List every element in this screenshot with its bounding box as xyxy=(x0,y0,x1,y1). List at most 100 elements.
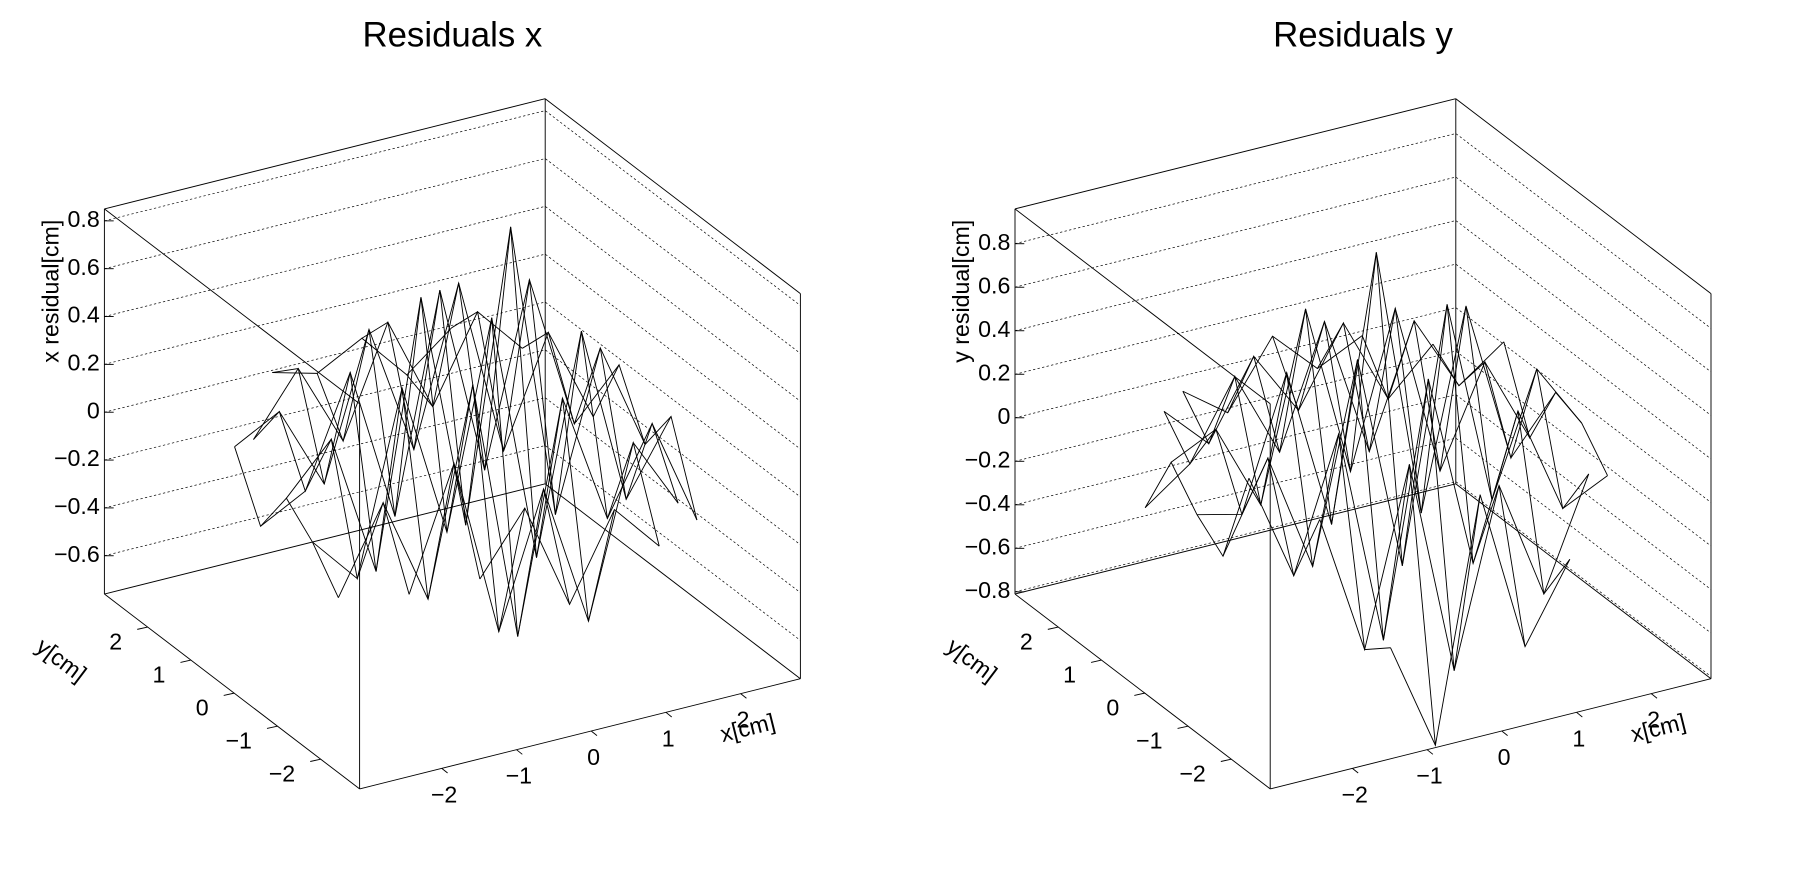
surface-column xyxy=(592,363,698,521)
z-tick-label: −0.2 xyxy=(965,446,1011,472)
z-tick-label: 0.2 xyxy=(68,350,100,376)
z-tick-label: 0.4 xyxy=(68,302,100,328)
z-tick-label: 0 xyxy=(87,397,100,423)
surface-row xyxy=(1248,378,1608,641)
surface-column xyxy=(1361,305,1571,596)
surface-row xyxy=(337,384,698,637)
y-tick-label: 2 xyxy=(109,628,122,654)
box-edge xyxy=(359,678,801,790)
chart-title: Residuals x xyxy=(362,15,542,54)
z-tick-label: 0.8 xyxy=(978,229,1010,255)
grid-line xyxy=(104,349,801,545)
y-tick-label: 2 xyxy=(1020,628,1033,654)
y-tick-label: 1 xyxy=(152,661,165,687)
x-tick xyxy=(740,693,747,699)
x-tick xyxy=(1426,749,1434,755)
x-tick-label: −2 xyxy=(431,781,457,807)
y-tick-label: 0 xyxy=(1106,694,1119,720)
x-tick-label: 0 xyxy=(587,744,600,770)
x-tick xyxy=(1650,693,1658,699)
x-tick xyxy=(590,730,598,737)
x-tick xyxy=(1501,730,1508,737)
y-tick xyxy=(266,725,278,729)
grid-line xyxy=(1014,220,1712,416)
x-tick-label: −2 xyxy=(1341,781,1367,807)
surface-column xyxy=(316,297,526,632)
z-tick-label: −0.8 xyxy=(965,577,1011,603)
surface-row xyxy=(408,441,679,634)
grid-line xyxy=(1014,263,1712,460)
box-edge xyxy=(1014,593,1271,790)
grid-line xyxy=(104,205,801,402)
z-tick-label: 0 xyxy=(997,403,1010,429)
box-edge xyxy=(104,98,546,210)
grid-line xyxy=(104,253,801,450)
x-tick-label: 0 xyxy=(1498,744,1511,770)
x-tick xyxy=(516,749,523,755)
y-tick-label: −2 xyxy=(269,761,295,787)
surface-column xyxy=(1182,372,1391,651)
z-tick-label: 0.8 xyxy=(68,206,100,232)
box-edge xyxy=(104,593,360,790)
z-tick-label: −0.6 xyxy=(965,533,1011,559)
surface-row xyxy=(479,507,660,606)
x-tick xyxy=(1576,711,1583,718)
surface-column xyxy=(1432,343,1590,510)
surface-column xyxy=(1227,308,1436,746)
x-tick-label: 1 xyxy=(1572,725,1585,751)
y-tick xyxy=(1220,758,1232,762)
surface-column xyxy=(1272,252,1481,671)
x-tick xyxy=(665,711,673,718)
surface-column xyxy=(522,331,679,504)
surface-column xyxy=(1317,304,1526,647)
box-edge xyxy=(1014,98,1456,210)
z-tick-label: 0.4 xyxy=(978,316,1010,342)
x-tick xyxy=(441,767,448,774)
x-tick-label: 1 xyxy=(662,725,675,751)
y-tick xyxy=(1177,725,1189,729)
grid-line xyxy=(1014,350,1712,547)
box-edge xyxy=(1014,483,1456,595)
y-tick xyxy=(180,659,192,663)
box-edge xyxy=(1014,208,1271,405)
surface-row xyxy=(260,277,620,527)
box-edge xyxy=(104,483,546,595)
y-tick xyxy=(1047,626,1059,630)
z-tick-label: 0.6 xyxy=(68,254,100,280)
y-axis-title: y[cm] xyxy=(942,633,1002,687)
z-tick-label: −0.4 xyxy=(54,493,100,519)
y-tick-label: 0 xyxy=(196,694,209,720)
y-tick xyxy=(1090,659,1102,663)
grid-line xyxy=(1014,133,1712,329)
x-tick-label: 2 xyxy=(736,707,749,733)
surface-column xyxy=(361,290,571,637)
surface-column xyxy=(1503,341,1608,476)
z-axis-title: y residual[cm] xyxy=(948,220,974,363)
z-tick-label: 0.2 xyxy=(978,359,1010,385)
surface-row xyxy=(253,311,523,443)
x-axis-title: x[cm] xyxy=(718,708,778,747)
x-axis-title: x[cm] xyxy=(1628,708,1688,747)
y-tick-label: −1 xyxy=(1136,728,1162,754)
y-tick-label: 1 xyxy=(1063,661,1076,687)
grid-line xyxy=(1014,481,1712,677)
surface-column xyxy=(1144,461,1250,558)
box-edge xyxy=(1270,678,1712,790)
box-edge xyxy=(544,98,801,294)
box-edge xyxy=(1455,98,1712,294)
box-edge xyxy=(104,208,360,405)
surface-column xyxy=(1163,411,1321,578)
z-tick-label: −0.4 xyxy=(965,490,1011,516)
y-tick xyxy=(137,626,148,630)
grid-line xyxy=(104,445,801,641)
y-tick-label: −2 xyxy=(1179,761,1205,787)
grid-line xyxy=(1014,437,1712,634)
surface-row xyxy=(1182,335,1363,414)
z-axis-title: x residual[cm] xyxy=(37,220,63,363)
z-tick-label: −0.2 xyxy=(54,445,100,471)
y-tick xyxy=(1134,692,1145,696)
surface-column xyxy=(272,367,481,600)
y-tick-label: −1 xyxy=(225,728,251,754)
box-edge xyxy=(1455,483,1712,680)
